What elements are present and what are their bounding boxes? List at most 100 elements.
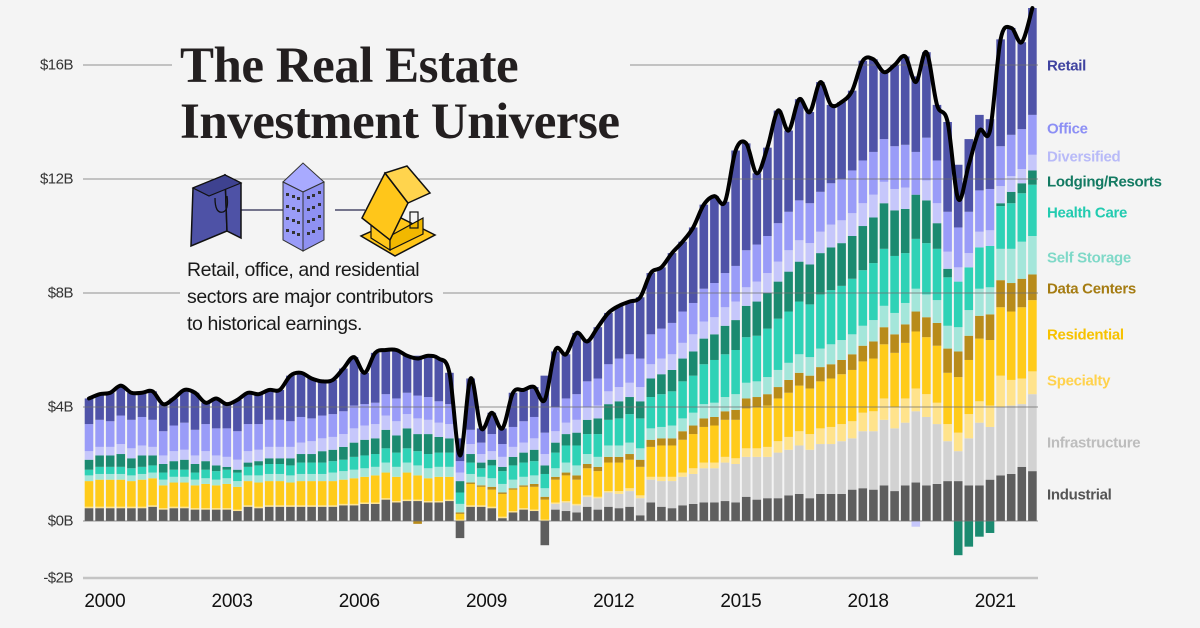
bar-residential-10 <box>190 485 200 509</box>
bar-self-storage-1 <box>95 473 104 480</box>
bar-data-centers-77 <box>900 324 910 343</box>
bar-retail-24 <box>339 368 348 412</box>
bar-data-centers-41 <box>519 485 528 487</box>
bar-specialty-59 <box>710 462 719 469</box>
bar-office-36 <box>466 429 475 445</box>
bar-lodging-resorts-7 <box>158 464 168 473</box>
bar-health-care-18 <box>275 464 285 474</box>
bar-specialty-42 <box>529 509 539 512</box>
bar-industrial-31 <box>413 501 422 521</box>
bar-office-34 <box>445 404 454 425</box>
bar-specialty-14 <box>233 509 242 512</box>
bar-office-43 <box>540 432 550 455</box>
bar-retail-29 <box>392 350 401 399</box>
bar-health-care-1 <box>95 466 104 474</box>
bar-lodging-resorts-26 <box>360 439 369 456</box>
bar-residential-1 <box>95 479 104 507</box>
bar-specialty-10 <box>190 508 200 510</box>
bar-residential-24 <box>339 479 348 504</box>
bar-residential-9 <box>180 482 189 507</box>
bar-office-8 <box>169 425 179 452</box>
bar-specialty-52 <box>635 495 645 499</box>
bar-retail-41 <box>519 389 528 422</box>
bar-health-care-16 <box>254 465 263 476</box>
bar-office-13 <box>222 428 232 457</box>
bar-self-storage-33 <box>434 466 444 477</box>
bar-health-care-26 <box>360 455 369 469</box>
bar-office-38 <box>487 434 497 452</box>
bar-industrial-81 <box>943 481 952 521</box>
bar-diversified-17 <box>264 446 274 459</box>
bar-office-66 <box>784 211 793 251</box>
bar-specialty-34 <box>445 499 454 502</box>
bar-office-70 <box>826 183 836 225</box>
bar-industrial-9 <box>180 508 189 521</box>
bar-self-storage-15 <box>243 475 253 482</box>
bar-industrial-6 <box>148 506 157 521</box>
bar-self-storage-89 <box>1028 236 1037 275</box>
bar-lodging-resorts-20 <box>296 454 306 463</box>
bar-residential-2 <box>105 479 115 507</box>
bar-office-15 <box>243 424 253 452</box>
bar-health-care-34 <box>445 452 454 467</box>
bar-health-care-9 <box>180 469 189 477</box>
bar-data-centers-89 <box>1028 274 1037 301</box>
bar-specialty-19 <box>286 505 295 507</box>
bar-lodging-resorts-27 <box>370 438 380 455</box>
bar-self-storage-81 <box>943 325 952 349</box>
bar-health-care-32 <box>423 454 433 469</box>
bar-lodging-resorts-3 <box>116 454 126 467</box>
bar-residential-50 <box>614 462 624 492</box>
bar-lodging-resorts-37 <box>476 462 486 469</box>
bar-specialty-67 <box>794 431 804 446</box>
bar-specialty-62 <box>741 448 751 457</box>
bar-health-care-65 <box>773 318 783 370</box>
bar-retail-49 <box>604 312 613 365</box>
bar-office-71 <box>837 179 846 221</box>
bar-industrial-59 <box>710 502 719 521</box>
bar-self-storage-85 <box>985 287 995 315</box>
bar-diversified-59 <box>710 317 719 335</box>
bar-residential-4 <box>127 481 136 507</box>
bar-health-care-59 <box>710 359 719 403</box>
y-tick-label: -$2B <box>43 569 73 587</box>
bar-specialty-35 <box>455 519 465 521</box>
bar-data-centers-49 <box>604 456 613 463</box>
bar-industrial-25 <box>349 505 359 521</box>
bar-residential-40 <box>508 489 518 512</box>
bar-self-storage-65 <box>773 369 783 388</box>
bar-self-storage-23 <box>328 472 338 482</box>
bar-self-storage-88 <box>1017 241 1027 279</box>
bar-industrial-46 <box>572 512 581 521</box>
shopping-bag-icon <box>190 173 243 248</box>
bar-office-40 <box>508 426 518 447</box>
bar-self-storage-4 <box>127 475 136 482</box>
bar-residential-45 <box>561 475 571 502</box>
bar-residential-42 <box>529 486 539 510</box>
bar-office-55 <box>667 322 677 355</box>
bar-data-centers-72 <box>847 354 857 370</box>
bar-diversified-47 <box>582 407 592 420</box>
bar-data-centers-60 <box>720 411 730 420</box>
bar-retail-40 <box>508 392 518 427</box>
bar-residential-32 <box>423 478 433 502</box>
bar-infrastructure-76 <box>890 428 899 492</box>
bar-industrial-32 <box>423 502 433 521</box>
bar-specialty-39 <box>498 516 507 519</box>
bar-residential-13 <box>222 483 232 509</box>
bar-specialty-13 <box>222 508 232 510</box>
bar-office-59 <box>710 283 719 318</box>
bar-diversified-41 <box>519 442 528 453</box>
bar-health-care-47 <box>582 434 592 455</box>
bar-industrial-21 <box>307 506 316 521</box>
bar-residential-37 <box>476 486 486 506</box>
bar-office-50 <box>614 358 624 388</box>
subtitle: Retail, office, and residential sectors … <box>180 257 443 338</box>
bar-lodging-resorts-19 <box>286 458 295 466</box>
bar-retail-37 <box>476 428 486 443</box>
bar-industrial-37 <box>476 506 486 521</box>
bar-industrial-84 <box>975 485 984 521</box>
bar-lodging-resorts-29 <box>392 435 401 453</box>
bar-residential-80 <box>932 345 942 403</box>
bar-lodging-resorts-61 <box>731 320 740 350</box>
